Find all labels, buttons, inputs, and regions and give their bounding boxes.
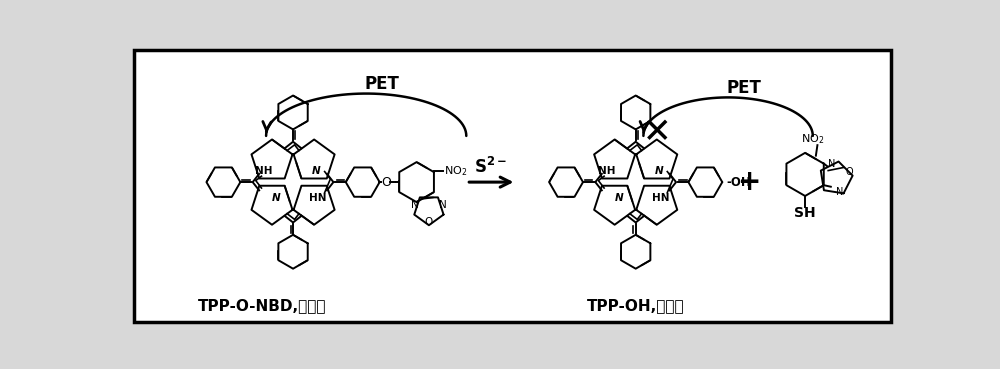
- Text: PET: PET: [364, 75, 399, 93]
- Text: N: N: [312, 166, 320, 176]
- Text: TPP-OH,强荧光: TPP-OH,强荧光: [587, 298, 685, 313]
- Text: TPP-O-NBD,无荧光: TPP-O-NBD,无荧光: [198, 298, 326, 313]
- Text: HN: HN: [652, 193, 669, 203]
- Text: N: N: [836, 187, 843, 197]
- Text: $\mathbf{S^{2-}}$: $\mathbf{S^{2-}}$: [474, 157, 507, 177]
- Text: -OH: -OH: [726, 176, 751, 189]
- Text: HN: HN: [309, 193, 326, 203]
- Text: O: O: [846, 167, 854, 177]
- Text: N: N: [654, 166, 663, 176]
- Text: NH: NH: [598, 166, 615, 176]
- Text: N: N: [614, 193, 623, 203]
- Text: NO$_2$: NO$_2$: [444, 165, 468, 178]
- Text: O: O: [381, 176, 391, 189]
- Text: N: N: [828, 159, 836, 169]
- Text: NO$_2$: NO$_2$: [801, 132, 824, 146]
- Text: O: O: [425, 217, 433, 227]
- Text: +: +: [738, 168, 761, 196]
- Text: N: N: [411, 200, 419, 210]
- FancyBboxPatch shape: [134, 51, 891, 322]
- Text: PET: PET: [726, 79, 761, 97]
- Text: N: N: [439, 200, 447, 210]
- Text: N: N: [272, 193, 280, 203]
- Text: NH: NH: [255, 166, 273, 176]
- Text: SH: SH: [794, 206, 816, 220]
